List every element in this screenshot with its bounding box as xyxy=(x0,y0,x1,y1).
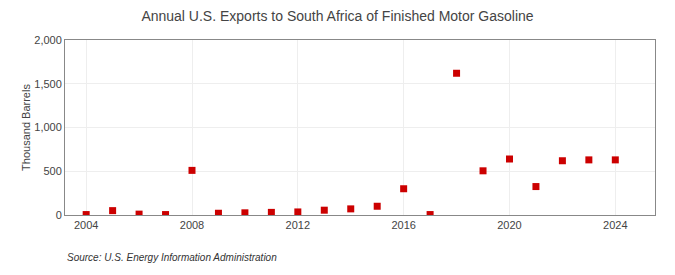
svg-text:Thousand Barrels: Thousand Barrels xyxy=(20,84,32,171)
svg-text:Annual U.S. Exports to South A: Annual U.S. Exports to South Africa of F… xyxy=(141,8,533,24)
svg-text:Source: U.S. Energy Informatio: Source: U.S. Energy Information Administ… xyxy=(67,252,277,263)
svg-text:2004: 2004 xyxy=(74,219,98,231)
svg-text:1,500: 1,500 xyxy=(34,78,62,90)
svg-text:2020: 2020 xyxy=(497,219,521,231)
svg-text:500: 500 xyxy=(43,165,61,177)
svg-text:2,000: 2,000 xyxy=(34,34,62,46)
svg-text:2016: 2016 xyxy=(391,219,415,231)
svg-text:1,000: 1,000 xyxy=(34,121,62,133)
svg-text:2012: 2012 xyxy=(286,219,310,231)
svg-text:2024: 2024 xyxy=(603,219,627,231)
svg-text:0: 0 xyxy=(56,209,62,221)
svg-text:2008: 2008 xyxy=(180,219,204,231)
